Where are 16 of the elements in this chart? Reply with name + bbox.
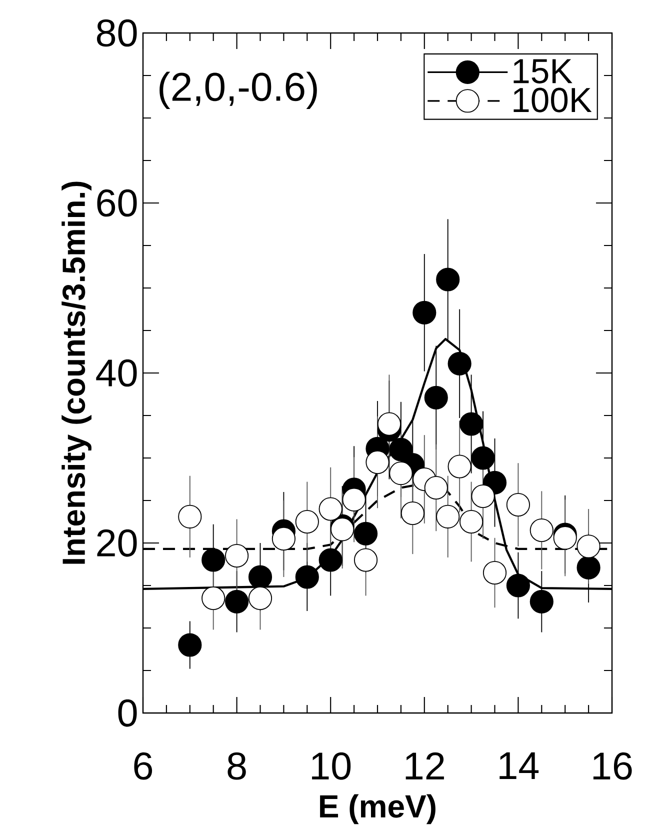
y-tick-label: 0 [118, 699, 137, 727]
x-tick-label: 16 [593, 752, 632, 780]
y-tick-label: 60 [97, 189, 137, 217]
y-tick-label: 80 [96, 19, 137, 47]
legend-label: 100K [514, 88, 592, 112]
y-axis-title: Intensity (counts/3.5min.) [62, 182, 92, 564]
x-tick-label: 6 [134, 752, 152, 780]
x-tick-label: 10 [312, 752, 351, 780]
legend-label: 15K [514, 59, 572, 84]
annotation: (2,0,-0.6) [160, 72, 317, 109]
x-axis-title: E (meV) [320, 794, 436, 824]
x-tick-label: 8 [228, 752, 246, 780]
x-tick-label: 14 [500, 752, 539, 779]
y-tick-label: 20 [97, 529, 137, 557]
x-tick-label: 12 [406, 752, 444, 780]
y-tick-label: 40 [96, 359, 137, 387]
